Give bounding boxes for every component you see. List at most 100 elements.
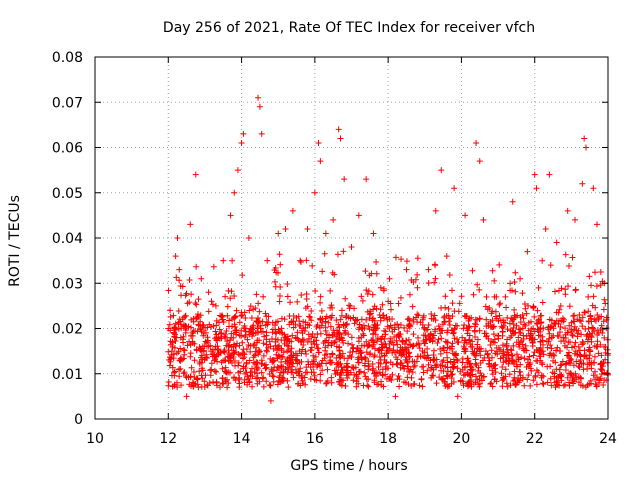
data-point	[337, 372, 344, 379]
data-point	[426, 337, 433, 344]
data-point	[363, 176, 370, 183]
data-point	[187, 221, 194, 228]
x-tick-label: 10	[86, 431, 104, 447]
data-point	[284, 281, 291, 288]
data-point	[364, 290, 371, 297]
data-point	[376, 347, 383, 354]
data-point	[497, 355, 504, 362]
data-point	[365, 323, 372, 330]
data-point	[387, 338, 394, 345]
y-tick-label: 0.02	[52, 322, 83, 338]
data-point	[512, 380, 519, 387]
data-point	[539, 380, 546, 387]
data-point	[504, 383, 511, 390]
data-point	[189, 339, 196, 346]
data-point	[590, 325, 597, 332]
data-point	[464, 330, 471, 337]
data-point	[386, 375, 393, 382]
data-point	[235, 369, 242, 376]
data-point	[566, 303, 573, 310]
data-point	[509, 358, 516, 365]
x-axis-label: GPS time / hours	[290, 458, 407, 474]
data-point	[489, 267, 496, 274]
data-point	[270, 373, 277, 380]
data-point	[250, 359, 257, 366]
data-point	[317, 158, 324, 165]
data-point	[546, 316, 553, 323]
data-point	[235, 359, 242, 366]
data-point	[583, 144, 590, 151]
data-point	[509, 198, 516, 205]
data-point	[171, 369, 178, 376]
data-point	[169, 383, 176, 390]
data-point	[334, 251, 341, 258]
data-point	[429, 372, 436, 379]
data-point	[255, 300, 262, 307]
data-point	[216, 326, 223, 333]
data-point	[477, 352, 484, 359]
data-point	[222, 334, 229, 341]
data-point	[302, 381, 309, 388]
data-point	[499, 324, 506, 331]
data-point	[442, 304, 449, 311]
data-point	[303, 290, 310, 297]
data-point	[172, 253, 179, 260]
data-point	[504, 314, 511, 321]
data-point	[304, 358, 311, 365]
data-point	[377, 314, 384, 321]
data-point	[515, 326, 522, 333]
data-point	[300, 342, 307, 349]
data-point	[557, 373, 564, 380]
data-point	[561, 342, 568, 349]
data-point	[186, 381, 193, 388]
data-point	[282, 334, 289, 341]
data-point	[188, 316, 195, 323]
data-point	[464, 383, 471, 390]
data-point	[442, 293, 449, 300]
data-point	[488, 347, 495, 354]
data-point	[373, 270, 380, 277]
data-point	[261, 333, 268, 340]
data-point	[260, 293, 267, 300]
data-point	[511, 368, 518, 375]
data-point	[509, 352, 516, 359]
data-point	[210, 379, 217, 386]
data-point	[199, 367, 206, 374]
data-point	[507, 327, 514, 334]
data-point	[172, 338, 179, 345]
data-point	[513, 351, 520, 358]
data-point	[564, 207, 571, 214]
data-point	[427, 365, 434, 372]
data-point	[276, 298, 283, 305]
data-point	[337, 316, 344, 323]
data-point	[600, 318, 607, 325]
data-point	[231, 357, 238, 364]
data-point	[328, 359, 335, 366]
data-point	[336, 324, 343, 331]
data-point	[492, 361, 499, 368]
data-point	[355, 212, 362, 219]
data-point	[290, 374, 297, 381]
data-point	[186, 338, 193, 345]
data-point	[341, 176, 348, 183]
data-point	[534, 358, 541, 365]
data-point	[510, 324, 517, 331]
data-point	[193, 263, 200, 270]
data-point	[396, 383, 403, 390]
data-point	[511, 374, 518, 381]
data-point	[268, 335, 275, 342]
data-point	[332, 370, 339, 377]
data-point	[215, 346, 222, 353]
data-point	[468, 367, 475, 374]
data-point	[496, 312, 503, 319]
data-point	[239, 311, 246, 318]
data-point	[537, 339, 544, 346]
data-point	[584, 365, 591, 372]
data-point	[420, 369, 427, 376]
data-point	[240, 363, 247, 370]
data-point	[504, 326, 511, 333]
data-point	[517, 361, 524, 368]
data-point	[309, 262, 316, 269]
data-point	[255, 94, 262, 101]
data-point	[338, 377, 345, 384]
